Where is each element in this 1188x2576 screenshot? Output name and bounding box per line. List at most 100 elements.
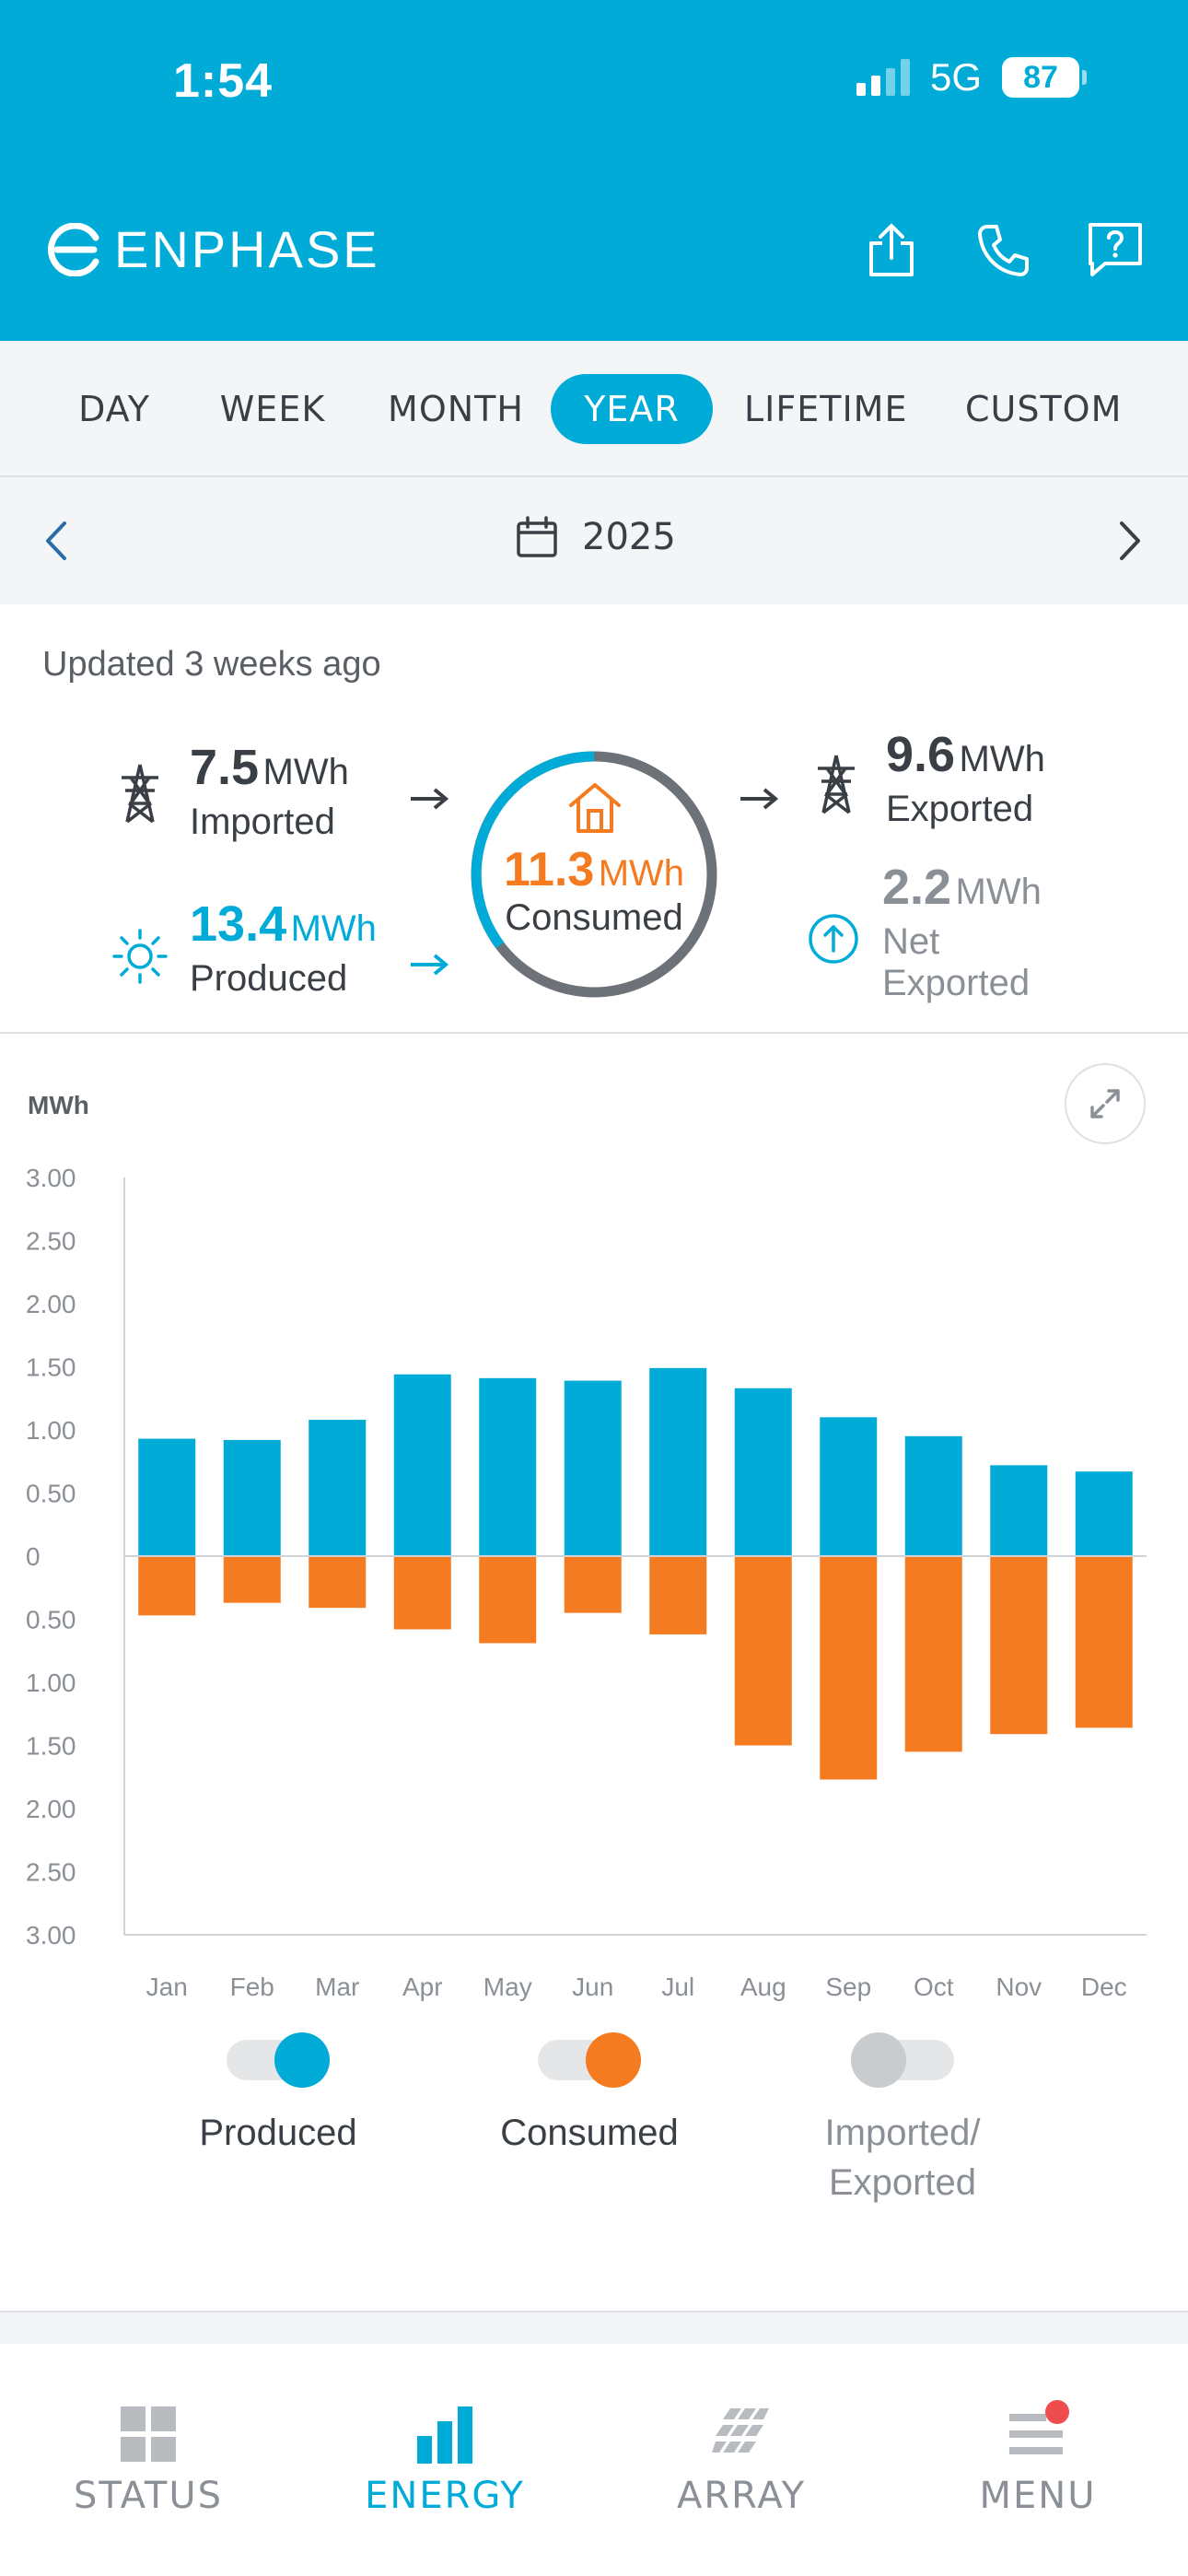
net-export-icon	[809, 914, 858, 964]
expand-chart-button[interactable]	[1065, 1063, 1146, 1144]
selected-year: 2025	[582, 516, 676, 558]
produced-unit: MWh	[290, 908, 377, 949]
nav-array[interactable]: ARRAY	[593, 2399, 890, 2517]
consumed-bar-sep	[820, 1556, 878, 1780]
next-period-icon[interactable]	[1114, 518, 1146, 564]
legend-produced-label: Produced	[199, 2113, 357, 2153]
y-tick-label: 2.00	[26, 1290, 76, 1318]
nav-energy[interactable]: ENERGY	[297, 2399, 593, 2517]
x-tick-label: Aug	[740, 1973, 786, 2001]
x-tick-label: Sep	[825, 1973, 871, 2001]
legend-imported-exported[interactable]: Imported/ Exported	[764, 2032, 1041, 2207]
imported-exported-toggle[interactable]	[851, 2032, 954, 2088]
y-tick-label: 1.50	[26, 1732, 76, 1761]
y-tick-label: 2.50	[26, 1227, 76, 1256]
consumed-bar-apr	[393, 1556, 451, 1630]
tab-week[interactable]: WEEK	[219, 389, 326, 429]
y-tick-label: 2.00	[26, 1795, 76, 1823]
y-tick-label: 1.00	[26, 1416, 76, 1445]
legend-consumed-label: Consumed	[500, 2113, 679, 2153]
updated-label: Updated 3 weeks ago	[42, 645, 381, 684]
phone-icon[interactable]	[974, 221, 1031, 278]
produced-value: 13.4	[190, 896, 287, 952]
y-axis-unit: MWh	[28, 1091, 89, 1119]
help-icon[interactable]	[1087, 221, 1144, 278]
share-icon[interactable]	[864, 221, 919, 280]
consumed-bar-dec	[1075, 1556, 1133, 1728]
x-tick-label: Jul	[661, 1973, 694, 2001]
x-tick-label: May	[483, 1973, 532, 2001]
status-time: 1:54	[173, 54, 274, 108]
net-label-2: Exported	[882, 963, 1031, 1003]
x-tick-label: Apr	[402, 1973, 443, 2001]
exported-stat: 9.6 MWh Exported	[886, 726, 1045, 830]
battery-icon: 87	[1002, 57, 1087, 98]
net-label: Net	[882, 921, 940, 962]
consumed-bar-mar	[309, 1556, 367, 1609]
nav-array-label: ARRAY	[676, 2475, 807, 2517]
y-tick-label: 0.50	[26, 1480, 76, 1508]
consumed-bar-jan	[138, 1556, 196, 1616]
produced-stat: 13.4 MWh Produced	[190, 896, 377, 1000]
energy-bars-icon	[417, 2406, 472, 2464]
tab-lifetime[interactable]: LIFETIME	[744, 389, 908, 429]
nav-energy-label: ENERGY	[365, 2475, 525, 2517]
status-grid-icon	[121, 2406, 176, 2462]
produced-bar-sep	[820, 1417, 878, 1556]
x-tick-label: Feb	[230, 1973, 274, 2001]
produced-bar-apr	[393, 1374, 451, 1556]
consumed-bar-oct	[904, 1556, 962, 1752]
exported-unit: MWh	[959, 739, 1045, 779]
x-tick-label: Dec	[1081, 1973, 1127, 2001]
date-picker[interactable]: 2025	[516, 516, 676, 558]
produced-bar-jan	[138, 1438, 196, 1556]
legend-produced[interactable]: Produced	[140, 2032, 416, 2158]
brand-name: ENPHASE	[114, 220, 380, 278]
previous-period-icon[interactable]	[41, 518, 72, 564]
x-tick-label: Jan	[146, 1973, 188, 2001]
consumed-bar-aug	[734, 1556, 792, 1746]
exported-value: 9.6	[886, 727, 956, 782]
nav-status-label: STATUS	[73, 2475, 224, 2517]
date-navigator: 2025	[0, 477, 1188, 604]
app-header: 1:54 5G 87 ENPHASE	[0, 0, 1188, 341]
y-tick-label: 3.00	[26, 1164, 76, 1192]
produced-toggle[interactable]	[227, 2032, 330, 2088]
consumed-bar-jul	[649, 1556, 707, 1634]
enphase-logo: ENPHASE	[48, 219, 380, 279]
nav-status[interactable]: STATUS	[0, 2399, 297, 2517]
tab-month[interactable]: MONTH	[388, 389, 524, 429]
imported-value: 7.5	[190, 740, 260, 795]
bar-chart: 3.00 2.50 2.00 1.50 1.00 0.50 0 0.50 1.00 1.50 2.0…	[26, 1164, 1147, 2001]
consumed-bar-may	[479, 1556, 537, 1644]
energy-summary: Updated 3 weeks ago 7.5 MWh Imported 13.…	[0, 604, 1188, 1034]
consumed-toggle[interactable]	[538, 2032, 641, 2088]
net-stat: 2.2 MWh Net Exported	[882, 859, 1042, 1004]
x-tick-label: Nov	[996, 1973, 1042, 2001]
consumed-bar-feb	[223, 1556, 281, 1603]
tab-custom[interactable]: CUSTOM	[965, 389, 1123, 429]
consumed-bar-nov	[990, 1556, 1048, 1735]
tab-day[interactable]: DAY	[78, 389, 150, 429]
legend-consumed[interactable]: Consumed	[451, 2032, 728, 2158]
net-unit: MWh	[955, 872, 1042, 912]
y-tick-label: 1.50	[26, 1353, 76, 1382]
consumed-unit: MWh	[598, 853, 685, 894]
imported-unit: MWh	[262, 752, 349, 792]
x-tick-label: Jun	[572, 1973, 613, 2001]
consumed-value: 11.3	[503, 843, 595, 896]
network-type: 5G	[929, 55, 982, 99]
calendar-icon	[517, 516, 557, 557]
produced-label: Produced	[190, 958, 348, 999]
period-tabs: DAY WEEK MONTH YEAR LIFETIME CUSTOM	[0, 341, 1188, 477]
produced-bar-feb	[223, 1439, 281, 1556]
produced-bar-jun	[564, 1380, 622, 1556]
expand-icon	[1090, 1089, 1120, 1118]
x-tick-label: Oct	[914, 1973, 954, 2001]
tab-year[interactable]: YEAR	[551, 374, 713, 444]
nav-menu[interactable]: MENU	[890, 2399, 1186, 2517]
grid-tower-icon	[122, 764, 158, 824]
grid-tower-icon	[818, 755, 855, 814]
status-indicators: 5G 87	[856, 55, 1087, 100]
menu-icon	[1009, 2400, 1069, 2454]
